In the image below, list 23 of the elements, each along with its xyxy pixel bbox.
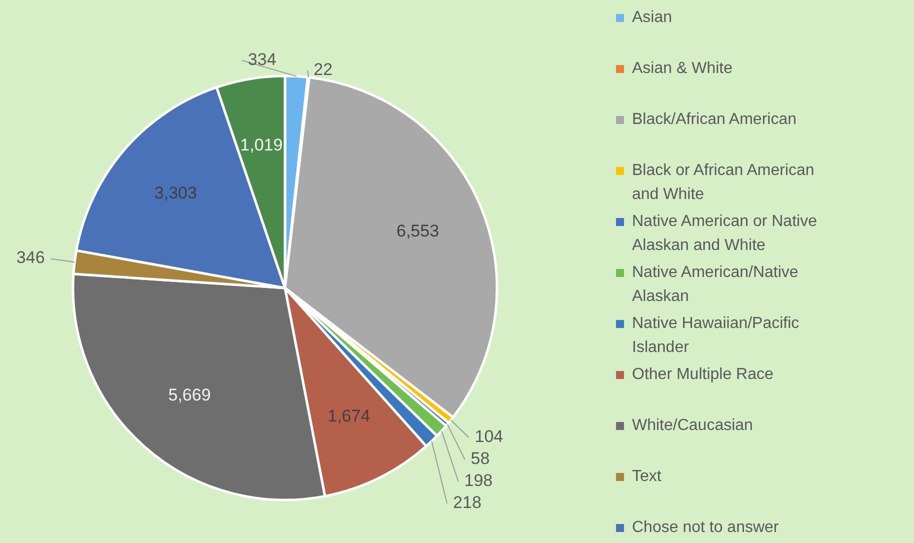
legend-label: Native American/Native Alaskan xyxy=(632,264,798,306)
data-label: 198 xyxy=(464,470,493,490)
legend-label: Black or African American and White xyxy=(632,162,814,204)
legend-label: Chose not to answer xyxy=(632,519,780,536)
data-label: 104 xyxy=(474,426,504,446)
legend-label: White/Caucasian xyxy=(632,417,753,434)
data-label: 334 xyxy=(248,50,276,69)
legend-label: Black/African American xyxy=(632,111,797,128)
legend-label: Asian & White xyxy=(632,60,733,78)
data-label: 5,669 xyxy=(168,385,211,404)
legend-label: Native American or Native Alaskan and White xyxy=(632,213,818,254)
data-label: 346 xyxy=(16,248,45,268)
data-label: 218 xyxy=(453,492,482,512)
data-label: 1,674 xyxy=(328,406,370,426)
legend-label: Asian xyxy=(632,9,672,26)
legend-label: Other Multiple Race xyxy=(632,366,774,384)
legend-label: Text xyxy=(632,468,662,486)
legend-label: Native Hawaiian/Pacific Islander xyxy=(632,315,800,356)
data-label: 3,303 xyxy=(154,183,197,202)
data-label: 6,553 xyxy=(396,221,440,240)
data-label: 1,019 xyxy=(240,135,283,154)
data-label: 22 xyxy=(314,60,333,79)
data-label: 58 xyxy=(470,448,490,468)
